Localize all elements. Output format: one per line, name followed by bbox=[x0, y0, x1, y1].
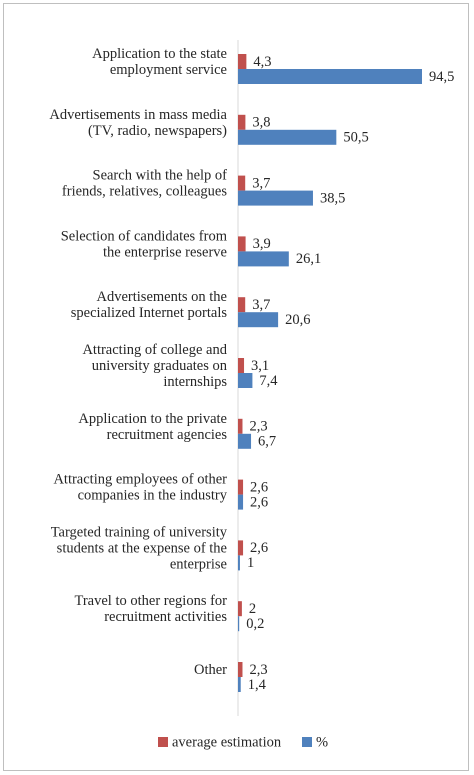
data-label: 3,8 bbox=[252, 115, 270, 131]
data-label: 94,5 bbox=[429, 69, 454, 85]
data-label: 4,3 bbox=[253, 54, 271, 70]
category-label-line: specialized Internet portals bbox=[71, 306, 228, 322]
category-label: Advertisements in mass media (TV, radio, … bbox=[49, 107, 227, 139]
bar-average-estimation bbox=[238, 479, 244, 495]
data-label: 1 bbox=[247, 555, 254, 571]
bar-average-estimation bbox=[238, 358, 245, 373]
category-label-line: Attracting employees of other bbox=[53, 472, 227, 488]
legend-swatch-average-estimation bbox=[158, 737, 168, 747]
bar-average-estimation bbox=[238, 236, 246, 252]
legend-label-percent: % bbox=[316, 734, 328, 750]
category-label-line: friends, relatives, colleagues bbox=[62, 184, 227, 200]
category-label-line: Targeted training of university bbox=[51, 525, 228, 541]
category-label: Targeted training of university students … bbox=[51, 525, 228, 573]
bar-average-estimation bbox=[238, 418, 243, 434]
category-label-line: Advertisements on the bbox=[97, 290, 227, 306]
category-label-line: Application to the private bbox=[78, 411, 227, 427]
bar-percent bbox=[238, 190, 313, 206]
category-label-line: students at the expense of the bbox=[57, 541, 227, 557]
category-label-line: Other bbox=[194, 662, 227, 678]
category-label: Application to the state employment servi… bbox=[92, 46, 227, 78]
bar-average-estimation bbox=[238, 54, 247, 69]
category-label-line: Attracting of college and bbox=[82, 342, 227, 358]
category-label: Selection of candidates from the enterpri… bbox=[61, 229, 228, 261]
category-label: Attracting of college and university grad… bbox=[82, 342, 227, 390]
category-label-line: enterprise bbox=[170, 557, 227, 573]
category-label-line: recruitment activities bbox=[104, 610, 227, 626]
data-label: 3,1 bbox=[251, 358, 269, 374]
category-label-line: recruitment agencies bbox=[107, 427, 228, 443]
data-label: 3,7 bbox=[252, 297, 270, 313]
bar-percent bbox=[238, 677, 241, 692]
category-label: Advertisements on the specialized Interne… bbox=[71, 290, 228, 322]
data-label: 0,2 bbox=[246, 616, 264, 632]
category-label-line: (TV, radio, newspapers) bbox=[88, 123, 227, 139]
bar-percent bbox=[238, 69, 422, 84]
data-label: 2,6 bbox=[250, 479, 268, 495]
bar-percent bbox=[238, 312, 279, 328]
bar-percent bbox=[238, 433, 252, 449]
data-label: 2 bbox=[249, 601, 256, 617]
category-label: Application to the private recruitment ag… bbox=[78, 411, 227, 443]
data-label: 3,9 bbox=[253, 236, 271, 252]
bar-average-estimation bbox=[238, 297, 246, 313]
category-label-line: Search with the help of bbox=[93, 168, 228, 184]
legend-swatch-percent bbox=[302, 737, 312, 747]
bar-average-estimation bbox=[238, 114, 246, 130]
data-label: 26,1 bbox=[296, 251, 321, 267]
category-label: Other bbox=[194, 662, 227, 678]
category-label: Search with the help of friends, relative… bbox=[62, 168, 227, 200]
category-label-line: the enterprise reserve bbox=[103, 245, 227, 261]
bar-percent bbox=[238, 494, 244, 510]
bar-chart: Application to the state employment servi… bbox=[49, 40, 454, 750]
bar-percent bbox=[238, 616, 240, 632]
data-label: 6,7 bbox=[258, 434, 276, 450]
bar-percent bbox=[238, 555, 240, 571]
bar-average-estimation bbox=[238, 601, 242, 617]
category-label-line: Application to the state bbox=[92, 46, 227, 62]
category-label: Travel to other regions for recruitment a… bbox=[75, 594, 228, 626]
category-label-line: university graduates on bbox=[92, 358, 228, 374]
data-label: 2,6 bbox=[250, 494, 268, 510]
bar-percent bbox=[238, 251, 289, 267]
data-label: 50,5 bbox=[343, 130, 368, 146]
category-label-line: Travel to other regions for bbox=[75, 594, 228, 610]
category-label-line: companies in the industry bbox=[78, 488, 228, 504]
category-label-line: employment service bbox=[110, 62, 227, 78]
bar-average-estimation bbox=[238, 540, 244, 556]
data-label: 3,7 bbox=[252, 175, 270, 191]
data-label: 20,6 bbox=[285, 312, 310, 328]
bar-average-estimation bbox=[238, 662, 243, 677]
data-label: 38,5 bbox=[320, 190, 345, 206]
category-label-line: Selection of candidates from bbox=[61, 229, 228, 245]
category-label-line: internships bbox=[163, 374, 227, 390]
category-label-line: Advertisements in mass media bbox=[49, 107, 227, 123]
bar-percent bbox=[238, 129, 337, 145]
data-label: 2,3 bbox=[249, 662, 267, 678]
data-label: 2,3 bbox=[249, 419, 267, 435]
bar-percent bbox=[238, 373, 253, 388]
category-label: Attracting employees of other companies i… bbox=[53, 472, 227, 504]
legend-label-average-estimation: average estimation bbox=[172, 734, 282, 750]
bar-average-estimation bbox=[238, 175, 246, 191]
chart-frame: Application to the state employment servi… bbox=[3, 3, 469, 771]
data-label: 7,4 bbox=[259, 373, 278, 389]
data-label: 1,4 bbox=[248, 677, 267, 693]
data-label: 2,6 bbox=[250, 540, 268, 556]
